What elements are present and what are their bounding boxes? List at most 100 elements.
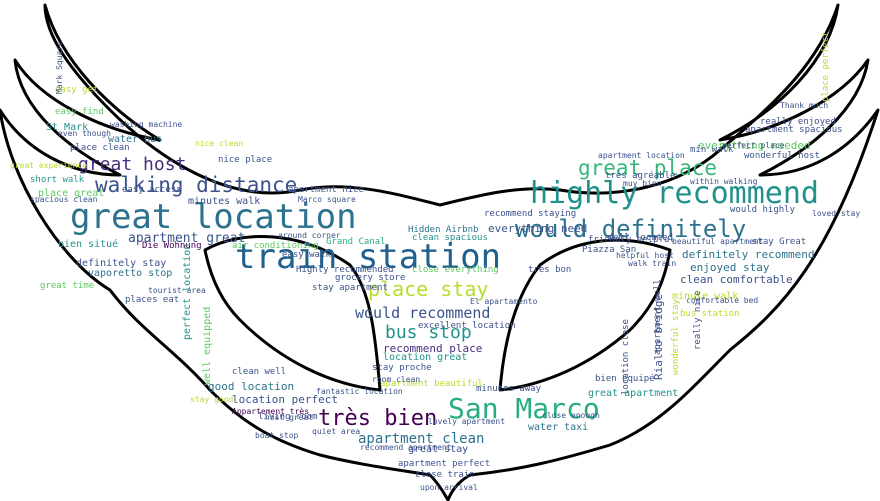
- cloud-word-great-host: great host: [78, 154, 186, 175]
- cloud-word-comfortable-bed: comfortable bed: [686, 296, 758, 305]
- cloud-word-perfect-place: perfect place: [722, 141, 785, 150]
- cloud-word-apartment-great: apartment great: [128, 231, 245, 246]
- cloud-word-grocery-store: grocery store: [335, 273, 405, 283]
- cloud-word-room-clean: room clean: [372, 375, 420, 384]
- cloud-word-marco-square: Marco square: [298, 195, 356, 204]
- cloud-word-el-apartamento: El apartamento: [470, 297, 538, 306]
- cloud-word-everything-needed: everything needed: [698, 139, 811, 152]
- cloud-word-would-recommend: would recommend: [355, 304, 490, 322]
- cloud-word-location-perfect: location perfect: [232, 393, 338, 406]
- cloud-word-highly-recommended: Highly recommended: [296, 265, 394, 275]
- cloud-word-tourist-area: tourist area: [148, 286, 206, 295]
- cloud-word-thank-much: Thank much: [780, 101, 828, 110]
- cloud-word-enjoyed-stay: enjoyed stay: [690, 261, 770, 274]
- cloud-word-bien-situe: bien situé: [58, 238, 118, 250]
- cloud-word-upon-arrival: upon arrival: [420, 483, 478, 492]
- cloud-word-friendly-helpful: friendly helpful: [588, 235, 675, 245]
- cloud-word-host-great: host great: [265, 413, 313, 422]
- cloud-word-quiet-area: quiet area: [312, 427, 360, 436]
- cloud-word-spacious-clean: spacious clean: [30, 195, 98, 204]
- cloud-word-stay-great: stay Great: [752, 237, 806, 247]
- cloud-word-definitely-stay: definitely stay: [76, 258, 166, 269]
- cloud-word-air-conditioning: air conditioning: [232, 241, 319, 251]
- cloud-word-vaporetto-stop: vaporetto stop: [88, 268, 172, 279]
- cloud-word-tres-agreable: très agréable: [605, 170, 675, 181]
- cloud-word-fantastic-location: fantastic location: [316, 387, 403, 396]
- cloud-word-wonderful-stay: wonderful stay: [671, 299, 681, 375]
- cloud-word-minutes-away: minutes away: [476, 384, 542, 394]
- cloud-word-die-wohnung: Die Wohnung: [142, 241, 202, 251]
- cloud-word-stay-apartment: stay apartment: [312, 283, 388, 293]
- cloud-word-boat-stop: boat stop: [255, 431, 299, 440]
- cloud-word-minutes-walk: minutes walk: [188, 196, 260, 207]
- cloud-word-great-place: great place: [578, 156, 717, 180]
- cloud-word-apartment-well: apartment well: [653, 279, 663, 355]
- cloud-word-excellent-location: excellent location: [418, 321, 516, 331]
- cloud-word-hidden-airbnb: Hidden Airbnb: [408, 225, 478, 235]
- cloud-word-train-station: train station: [235, 237, 501, 277]
- cloud-word-wonderful-host: wonderful host: [744, 151, 820, 161]
- cloud-word-even-though: even though: [58, 129, 111, 138]
- cloud-word-stay-proche: stay proche: [372, 363, 432, 373]
- cloud-word-muy-bien: muy bien: [623, 179, 662, 188]
- cloud-word-close-enough: close enough: [542, 411, 600, 420]
- cloud-word-recommend-apartment: recommend apartment: [360, 443, 452, 452]
- cloud-word-san-marco: San Marco: [448, 392, 600, 425]
- cloud-word-apartment-beautiful: apartment beautiful: [380, 379, 483, 389]
- cloud-word-everything-need: everything need: [488, 222, 587, 235]
- cloud-word-really-enjoyed: really enjoyed: [760, 117, 836, 127]
- cloud-word-great-apartment: great apartment: [588, 388, 678, 399]
- cloud-word-highly-recommend: highly recommend: [530, 176, 819, 211]
- cloud-word-tres-bien: très bien: [318, 406, 437, 431]
- cloud-word-apartment-perfect: apartment perfect: [398, 459, 490, 469]
- cloud-word-place-perfect: place perfect: [821, 32, 831, 102]
- cloud-word-close-everything: close everything: [412, 265, 499, 275]
- cloud-word-bus-stop: bus stop: [385, 322, 472, 343]
- cloud-word-would-highly: would highly: [730, 205, 796, 215]
- cloud-word-nice-clean: nice clean: [195, 139, 243, 148]
- cloud-word-beautiful-apartment: beautiful apartment: [672, 237, 764, 246]
- cloud-word-grand-canal: Grand Canal: [326, 237, 386, 247]
- cloud-word-water-taxi: water taxi: [528, 422, 588, 433]
- cloud-word-would-definitely: would definitely: [515, 215, 746, 243]
- cloud-word-great-location: great location: [70, 197, 357, 237]
- cloud-word-definitely-recommend: definitely recommend: [682, 248, 814, 261]
- cloud-word-great-time: great time: [40, 281, 94, 291]
- cloud-word-easy-walk: easy walk: [282, 250, 331, 260]
- cloud-word-great-stay: great stay: [408, 444, 468, 455]
- cloud-word-helpful-host: helpful host: [616, 251, 674, 260]
- cloud-word-bien-equipe: bien equipé: [595, 373, 655, 384]
- cloud-word-st-mark: St Mark: [46, 122, 88, 133]
- cloud-word-around-corner: around corner: [278, 231, 341, 240]
- cloud-word-easy-find: easy find: [55, 107, 104, 117]
- cloud-word-mark-square: Mark Square: [55, 41, 64, 94]
- cloud-word-close-train: close train: [415, 470, 475, 480]
- cloud-word-water-bus: water bus: [108, 134, 162, 145]
- cloud-word-places-eat: places eat: [125, 295, 179, 305]
- cloud-word-recommend-staying: recommend staying: [484, 209, 576, 219]
- cloud-word-clean-spacious: clean spacious: [412, 233, 488, 243]
- cloud-word-apartment-clean: apartment clean: [358, 431, 484, 447]
- cloud-word-washing-machine: washing machine: [110, 120, 182, 129]
- cloud-word-minute-walk: minute walk: [672, 291, 738, 302]
- cloud-word-lovely-apartment: lovely apartment: [428, 417, 505, 426]
- cloud-word-great-experience: great experience: [10, 161, 87, 170]
- cloud-word-loved-stay: loved stay: [812, 209, 860, 218]
- cloud-word-location-great: location great: [383, 352, 467, 363]
- cloud-word-place-great: place great: [38, 188, 104, 199]
- cloud-word-walk-train: walk train: [628, 259, 676, 268]
- mask-outline: [0, 3, 880, 501]
- cloud-word-place-stay: place stay: [368, 277, 488, 301]
- cloud-word-min-walk: min walk: [690, 145, 734, 155]
- cloud-word-well-located: well located: [608, 233, 673, 243]
- cloud-word-place-clean: place clean: [70, 143, 130, 153]
- cloud-word-perfect-location: perfect location: [182, 244, 193, 340]
- cloud-word-piazza-san: Piazza San: [582, 245, 636, 255]
- cloud-word-really-nice: really nice: [693, 290, 703, 350]
- cloud-word-clean-comfortable: clean comfortable: [680, 273, 793, 286]
- cloud-word-rialto-bridge: Rialto bridge: [652, 294, 665, 380]
- cloud-word-apartment-nice: apartment nice: [288, 185, 364, 195]
- cloud-word-apartment-spacious: apartment spacious: [745, 125, 843, 135]
